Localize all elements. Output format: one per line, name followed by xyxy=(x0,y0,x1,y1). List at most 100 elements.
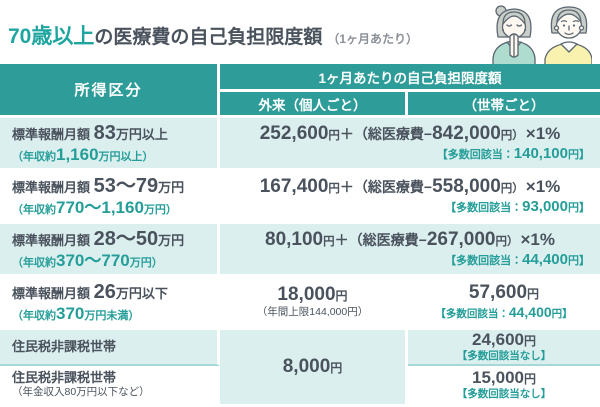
formula-line: 80,100円＋（総医療費−267,000円） ×1% xyxy=(220,229,600,251)
limits-table: 所得区分 1ヶ月あたりの自己負担限度額 外来（個人ごと） （世帯ごと） 標準報酬… xyxy=(0,64,600,404)
base-amount: 252,600 xyxy=(259,123,329,145)
header-income-category: 所得区分 xyxy=(0,64,220,118)
multi-suffix: 円】 xyxy=(551,308,573,321)
amount-value: 57,600 xyxy=(468,282,528,304)
multi-occurrence-line: 【多数回該当：44,400円】 xyxy=(220,251,600,269)
title-note: （1ヶ月あたり） xyxy=(327,32,419,46)
limit-formula-row-3: 80,100円＋（総医療費−267,000円） ×1% 【多数回該当：44,400… xyxy=(220,224,600,277)
multi-suffix: 円】 xyxy=(568,202,590,215)
income-monthly-line: 標準報酬月額 28～50万円 xyxy=(12,228,217,251)
limit-formula-row-2: 167,400円＋（総医療費−558,000円） ×1% 【多数回該当：93,00… xyxy=(220,171,600,224)
annual-suffix: 万円） xyxy=(143,203,177,216)
yen-unit: 円 xyxy=(323,236,335,249)
income-annual-line: （年収約770～1,160万円） xyxy=(12,197,217,218)
annual-prefix: （年収約 xyxy=(12,150,56,163)
limit-amount: 15,000円 xyxy=(472,369,536,388)
limit-amount: 18,000円 xyxy=(277,284,348,306)
outpatient-limit-rows-5-6: 8,000円 xyxy=(220,330,408,404)
multi-amount: 44,400 xyxy=(508,304,552,321)
income-row-2: 標準報酬月額 53～79万円 （年収約770～1,160万円） xyxy=(0,171,220,224)
income-row-4: 標準報酬月額 26万円以下 （年収約370万円未満） xyxy=(0,277,220,330)
multi-occurrence-line: 【多数回該当：93,000円】 xyxy=(220,198,600,216)
deduct-amount: 267,000 xyxy=(426,229,496,251)
income-monthly-line: 標準報酬月額 53～79万円 xyxy=(12,175,217,198)
income-prefix: 標準報酬月額 xyxy=(12,126,94,142)
income-annual-line: （年収約370万円未満） xyxy=(12,303,217,324)
income-annual-line: （年収約370～770万円） xyxy=(12,250,217,271)
multi-amount: 93,000 xyxy=(522,198,568,216)
yen-unit: 円 xyxy=(328,183,340,196)
title-area: 70歳以上の医療費の自己負担限度額 （1ヶ月あたり） xyxy=(0,0,600,77)
annual-suffix: 万円未満） xyxy=(84,309,140,322)
header-monthly-limit: 1ヶ月あたりの自己負担限度額 xyxy=(220,64,600,92)
income-category-label: 住民税非課税世帯 xyxy=(12,370,117,386)
yen-unit: 円 xyxy=(527,287,540,302)
multi-label: 【多数回該当： xyxy=(435,308,509,321)
yen-unit: 円 xyxy=(523,334,536,349)
base-amount: 80,100 xyxy=(265,229,324,251)
yen-paren: 円） xyxy=(500,183,524,196)
income-row-6: 住民税非課税世帯 （年金収入80万円以下など） xyxy=(0,366,220,404)
household-limit-row-5: 24,600円 【多数回該当なし】 xyxy=(408,330,600,366)
income-amount: 83 xyxy=(93,121,116,144)
annual-prefix: （年収約 xyxy=(12,203,56,216)
income-monthly-line: 標準報酬月額 83万円以上 xyxy=(12,122,217,145)
multi-suffix: 円】 xyxy=(568,149,590,162)
yen-paren: 円） xyxy=(500,130,524,143)
yen-unit: 円 xyxy=(330,360,343,375)
annual-amount: 370 xyxy=(56,303,85,323)
formula-line: 252,600円＋（総医療費−842,000円） ×1% xyxy=(220,123,600,145)
multi-occurrence-note: 【多数回該当なし】 xyxy=(456,388,552,401)
deduct-amount: 558,000 xyxy=(432,176,501,198)
multi-suffix: 円】 xyxy=(568,255,590,268)
multi-occurrence-note: 【多数回該当：44,400円】 xyxy=(435,304,573,321)
rate: ×1% xyxy=(525,124,561,144)
yen-unit: 円 xyxy=(328,130,340,143)
formula-line: 167,400円＋（総医療費−558,000円） ×1% xyxy=(220,176,600,198)
annual-amount: 770～1,160 xyxy=(56,197,144,217)
rate: ×1% xyxy=(520,230,556,250)
amount-value: 15,000 xyxy=(471,368,524,388)
formula-middle: ＋（総医療費− xyxy=(334,232,427,249)
multi-amount: 140,100 xyxy=(513,145,568,163)
income-amount: 26 xyxy=(93,280,116,303)
income-category-sublabel: （年金収入80万円以下など） xyxy=(12,386,150,399)
header-outpatient: 外来（個人ごと） xyxy=(220,92,408,118)
annual-suffix: 万円以上） xyxy=(98,150,154,163)
multi-label: 【多数回該当： xyxy=(445,255,523,268)
income-suffix: 万円以上 xyxy=(115,126,168,142)
limit-amount: 57,600円 xyxy=(468,282,540,304)
income-monthly-line: 標準報酬月額 26万円以下 xyxy=(12,281,217,304)
header-household: （世帯ごと） xyxy=(408,92,600,118)
base-amount: 167,400 xyxy=(259,176,329,198)
yen-unit: 円 xyxy=(335,289,348,304)
annual-prefix: （年収約 xyxy=(12,309,56,322)
amount-value: 8,000 xyxy=(282,355,331,377)
outpatient-limit-row-4: 18,000円 （年間上限144,000円） xyxy=(220,277,408,330)
income-amount: 53～79 xyxy=(93,174,159,197)
income-prefix: 標準報酬月額 xyxy=(12,232,94,248)
multi-label: 【多数回該当： xyxy=(436,149,514,162)
multi-occurrence-line: 【多数回該当：140,100円】 xyxy=(220,145,600,163)
annual-amount: 1,160 xyxy=(56,144,99,164)
rate: ×1% xyxy=(525,177,561,197)
annual-amount: 370～770 xyxy=(56,250,130,270)
household-limit-row-6: 15,000円 【多数回該当なし】 xyxy=(408,366,600,404)
income-annual-line: （年収約1,160万円以上） xyxy=(12,144,217,165)
income-row-5: 住民税非課税世帯 xyxy=(0,330,220,366)
annual-suffix: 万円） xyxy=(129,256,163,269)
income-row-3: 標準報酬月額 28～50万円 （年収約370～770万円） xyxy=(0,224,220,277)
limit-formula-row-1: 252,600円＋（総医療費−842,000円） ×1% 【多数回該当：140,1… xyxy=(220,118,600,171)
limit-amount: 8,000円 xyxy=(282,355,343,378)
limit-amount: 24,600円 xyxy=(472,331,536,350)
income-suffix: 万円 xyxy=(158,179,185,195)
formula-middle: ＋（総医療費− xyxy=(339,179,433,196)
formula-middle: ＋（総医療費− xyxy=(339,126,433,143)
yen-unit: 円 xyxy=(523,372,536,387)
income-row-1: 標準報酬月額 83万円以上 （年収約1,160万円以上） xyxy=(0,118,220,171)
annual-cap-note: （年間上限144,000円） xyxy=(256,306,369,319)
title-accent: 70歳以上 xyxy=(8,25,95,48)
multi-occurrence-note: 【多数回該当なし】 xyxy=(456,350,552,363)
page-title: 70歳以上の医療費の自己負担限度額 （1ヶ月あたり） xyxy=(8,24,600,50)
annual-prefix: （年収約 xyxy=(12,256,56,269)
